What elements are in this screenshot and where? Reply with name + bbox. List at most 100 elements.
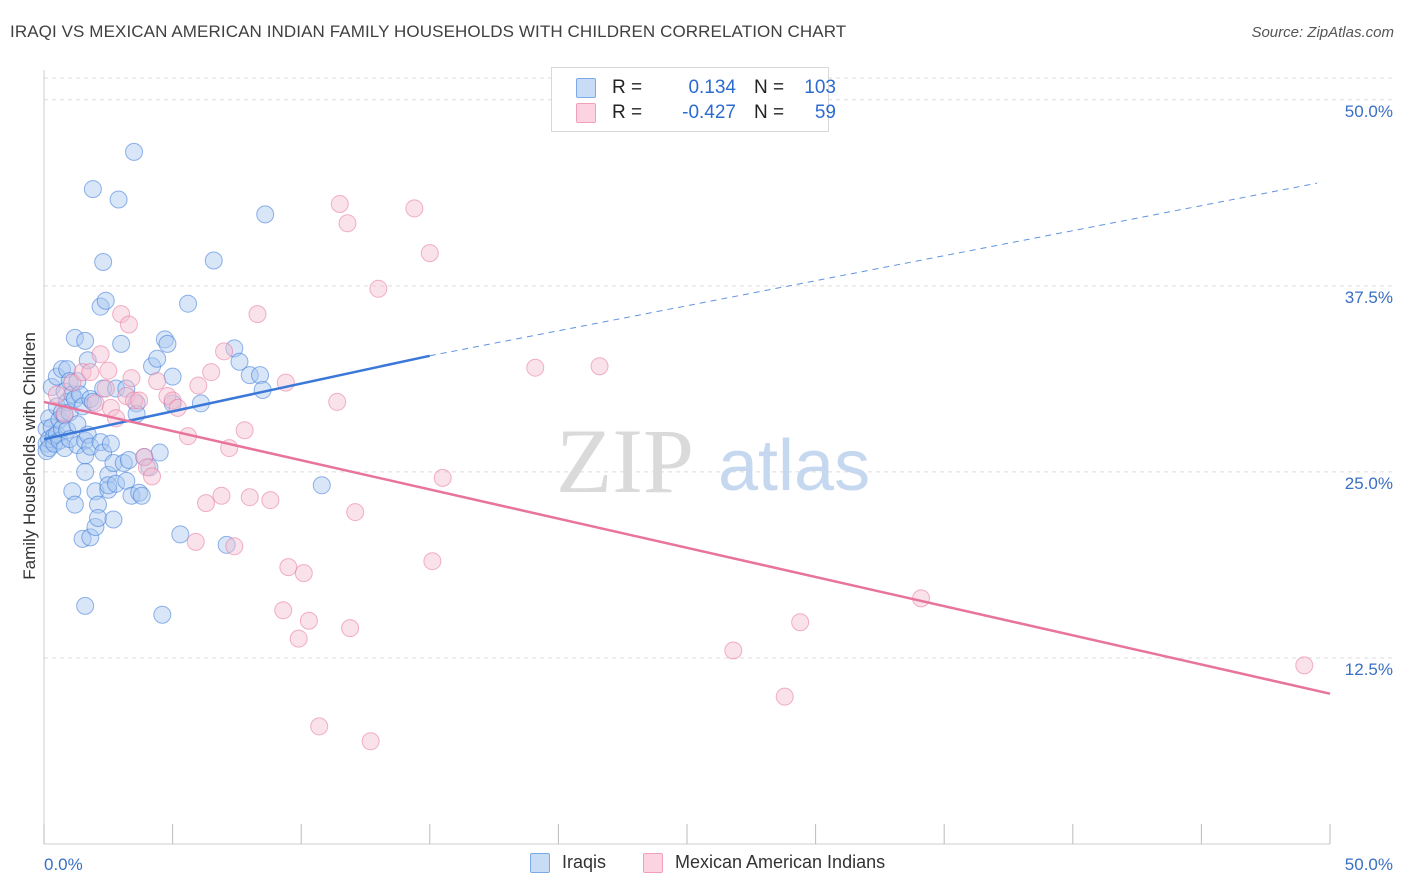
iraqis-point (76, 331, 95, 350)
points-layer (37, 142, 1314, 751)
trend-layer (43, 182, 1331, 695)
iraqis-point (89, 495, 108, 514)
iraqis-point (251, 366, 270, 385)
mexican-american-indians-point (433, 468, 452, 487)
iraqis-point (163, 367, 182, 386)
mexican-american-indians-point (294, 564, 313, 583)
iraqis-point (107, 379, 126, 398)
iraqis-point (89, 509, 108, 528)
mexican-american-indians-point (369, 279, 388, 298)
iraqis-point (91, 297, 110, 316)
x-tick-label: 0.0% (44, 855, 83, 874)
mexican-american-indians-point (526, 358, 545, 377)
mexican-american-indians-point (328, 392, 347, 411)
legend-swatch-mexican-american-indians (576, 103, 596, 123)
iraqis-point (58, 360, 77, 379)
bottom-legend-label-iraqis: Iraqis (562, 852, 607, 872)
iraqis-point (240, 366, 259, 385)
mexican-american-indians-point (119, 315, 138, 334)
x-tick-label: 50.0% (1345, 855, 1393, 874)
mexican-american-indians-point (125, 391, 144, 410)
iraqis-point (312, 476, 331, 495)
mexican-american-indians-point (289, 629, 308, 648)
iraqis-point (104, 453, 123, 472)
mexican-american-indians-point (91, 345, 110, 364)
chart-title: IRAQI VS MEXICAN AMERICAN INDIAN FAMILY … (10, 22, 847, 41)
bottom-legend-swatch-mexican-american-indians (643, 852, 663, 873)
mexican-american-indians-point (420, 244, 439, 263)
iraqis-trend-extension (429, 182, 1318, 357)
mexican-american-indians-point (81, 363, 100, 382)
iraqis-point (65, 495, 84, 514)
mexican-american-indians-point (299, 611, 318, 630)
iraqis-point (179, 294, 198, 313)
mexican-american-indians-point (423, 552, 442, 571)
legend-r-label: R = (612, 102, 643, 123)
mexican-american-indians-point (148, 372, 167, 391)
legend-n-value: 103 (804, 77, 836, 98)
mexican-american-indians-point (248, 305, 267, 324)
iraqis-point (99, 476, 118, 495)
iraqis-point (109, 190, 128, 209)
iraqis-point (83, 180, 102, 199)
iraqis-point (76, 446, 95, 465)
mexican-american-indians-point (724, 641, 743, 660)
mexican-american-indians-point (96, 379, 115, 398)
iraqis-point (148, 349, 167, 368)
mexican-american-indians-point (186, 532, 205, 551)
iraqis-point (107, 474, 126, 493)
bottom-legend-mexican-american-indians: Mexican American Indians (643, 852, 885, 873)
watermark: ZIP atlas (556, 410, 870, 512)
bottom-legend-iraqis: Iraqis (530, 852, 606, 873)
mexican-american-indians-point (240, 488, 259, 507)
iraqis-point (132, 486, 151, 505)
mexican-american-indians-point (197, 494, 216, 513)
iraqis-point (217, 535, 236, 554)
iraqis-point (76, 462, 95, 481)
source-credit: Source: ZipAtlas.com (1251, 24, 1394, 41)
y-tick-label: 37.5% (1345, 288, 1393, 307)
mexican-american-indians-point (135, 448, 154, 466)
mexican-american-indians-point (122, 369, 141, 388)
legend-n-label: N = (754, 77, 785, 98)
iraqis-point (114, 453, 133, 472)
iraqis-point (204, 251, 223, 270)
mexican-american-indians-point (405, 199, 424, 218)
mexican-american-indians-point (225, 537, 244, 556)
mexican-american-indians-point (202, 363, 221, 382)
mexican-american-indians-point (346, 503, 365, 522)
mexican-american-indians-point (99, 361, 118, 380)
mexican-american-indians-point (279, 558, 298, 577)
iraqis-point (225, 339, 244, 358)
y-axis-title: Family Households with Children (20, 332, 39, 580)
iraqis-point (112, 334, 131, 353)
iraqis-point (63, 482, 82, 501)
mexican-american-indians-point (143, 467, 162, 486)
axis-layer: 12.5% 25.0% 37.5% 50.0% 0.0% 50.0% (43, 70, 1393, 874)
mexican-american-indians-point (261, 491, 280, 510)
iraqis-point (153, 605, 172, 624)
iraqis-point (37, 442, 56, 461)
iraqis-point (256, 205, 275, 224)
mexican-american-indians-point (338, 214, 357, 233)
mexican-american-indians-point (1295, 656, 1314, 675)
iraqis-point (230, 352, 249, 371)
bottom-legend-swatch-iraqis (530, 852, 550, 873)
y-tick-label: 25.0% (1345, 474, 1393, 493)
watermark-zip: ZIP (556, 410, 694, 512)
mexican-american-indians-point (791, 613, 810, 632)
iraqis-point (73, 529, 92, 548)
legend-row-iraqis: R = 0.134 N = 103 (576, 76, 836, 100)
mexican-american-indians-point (137, 458, 156, 477)
mexican-american-indians-point (73, 363, 92, 382)
mexican-american-indians-point (130, 391, 149, 410)
mexican-american-indians-point (215, 342, 234, 361)
mexican-american-indians-point (47, 385, 66, 404)
iraqis-point (171, 525, 190, 544)
legend-r-label: R = (612, 77, 643, 98)
mexican-american-indians-point (212, 486, 231, 505)
iraqis-point (65, 328, 84, 347)
iraqis-point (76, 596, 95, 615)
bottom-legend-label-mexican-american-indians: Mexican American Indians (675, 852, 886, 872)
mexican-american-indians-point (775, 687, 794, 706)
